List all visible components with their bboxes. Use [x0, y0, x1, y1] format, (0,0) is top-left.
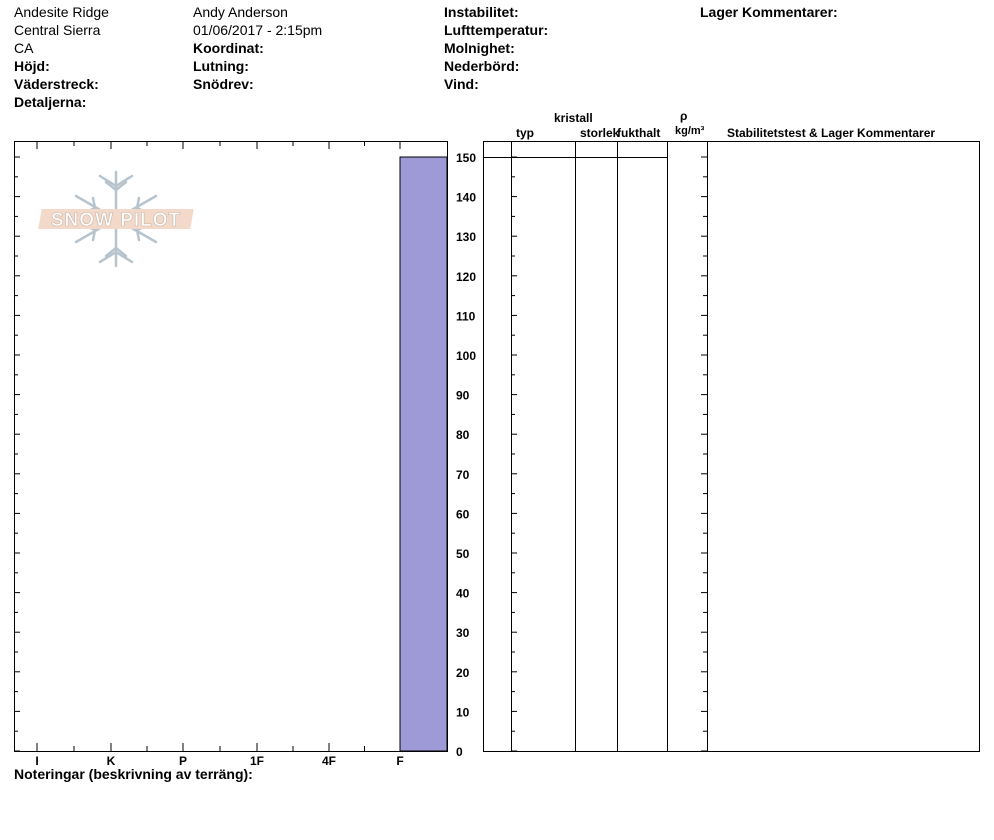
logo-text: SNOW PILOT [51, 210, 181, 231]
depth-tick-label: 40 [456, 587, 470, 601]
cloud-cover-label: Molnighet: [444, 40, 515, 56]
details-label: Detaljerna: [14, 94, 87, 110]
air-temperature-label: Lufttemperatur: [444, 22, 549, 38]
aspect-label: Väderstreck: [14, 76, 99, 92]
crystal-size-header: storlek [580, 126, 620, 140]
precipitation-label: Nederbörd: [444, 58, 520, 74]
layer-bar [399, 156, 448, 752]
crystal-header: kristall [554, 111, 593, 125]
state-name: CA [14, 40, 34, 56]
hardness-plot-frame [14, 141, 448, 752]
depth-tick-label: 140 [456, 191, 476, 205]
depth-tick-label: 120 [456, 270, 476, 284]
slope-label: Lutning: [193, 58, 249, 74]
depth-tick-label: 10 [456, 705, 470, 719]
depth-tick-label: 70 [456, 468, 470, 482]
depth-tick-label: 80 [456, 428, 470, 442]
hardness-tick-label: I [35, 754, 38, 768]
observation-datetime: 01/06/2017 - 2:15pm [193, 22, 323, 38]
density-unit-header: kg/m³ [675, 125, 705, 137]
region-name: Central Sierra [14, 22, 101, 38]
terrain-notes-label: Noteringar (beskrivning av terräng): [14, 766, 253, 782]
depth-tick-label: 150 [456, 151, 476, 165]
layer-table-frame [483, 141, 980, 752]
location-name: Andesite Ridge [14, 4, 109, 20]
snowdrift-label: Snödrev: [193, 76, 254, 92]
density-symbol-header: ρ [680, 109, 688, 123]
depth-tick-label: 30 [456, 626, 470, 640]
hardness-tick-label: K [107, 754, 116, 768]
observer-name: Andy Anderson [193, 4, 288, 20]
depth-tick-label: 90 [456, 389, 470, 403]
instability-label: Instabilitet: [444, 4, 519, 20]
hardness-tick-label: F [396, 754, 403, 768]
depth-tick-label: 50 [456, 547, 470, 561]
depth-tick-label: 110 [456, 309, 476, 323]
elevation-label: Höjd: [14, 58, 50, 74]
depth-tick-label: 100 [456, 349, 476, 363]
moisture-header: fukthalt [617, 126, 661, 140]
depth-tick-label: 0 [456, 745, 463, 759]
comments-header: Stabilitetstest & Lager Kommentarer [727, 126, 936, 140]
hardness-tick-label: 4F [322, 754, 336, 768]
wind-label: Vind: [444, 76, 479, 92]
depth-tick-label: 60 [456, 507, 470, 521]
hardness-tick-label: P [179, 754, 187, 768]
snowpilot-logo: SNOW PILOT [38, 170, 194, 268]
coordinate-label: Koordinat: [193, 40, 264, 56]
depth-tick-label: 130 [456, 230, 476, 244]
layer-comments-label: Lager Kommentarer: [700, 4, 838, 20]
hardness-tick-label: 1F [250, 754, 264, 768]
depth-tick-label: 20 [456, 666, 470, 680]
crystal-type-header: typ [516, 126, 534, 140]
